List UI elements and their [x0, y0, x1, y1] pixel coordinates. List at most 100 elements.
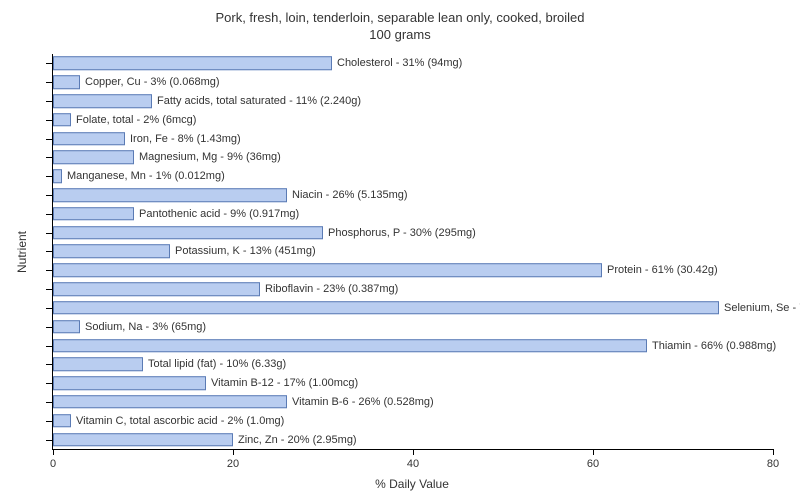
bar-row: Sodium, Na - 3% (65mg)	[53, 317, 773, 336]
nutrient-bar-label: Copper, Cu - 3% (0.068mg)	[85, 76, 220, 88]
nutrient-bar-label: Pantothenic acid - 9% (0.917mg)	[139, 208, 299, 220]
bar-row: Copper, Cu - 3% (0.068mg)	[53, 73, 773, 92]
nutrient-bar	[53, 151, 134, 165]
y-tick	[46, 120, 52, 121]
nutrient-bar-label: Phosphorus, P - 30% (295mg)	[328, 227, 476, 239]
y-tick	[46, 101, 52, 102]
nutrient-bar-label: Potassium, K - 13% (451mg)	[175, 245, 316, 257]
y-tick	[46, 214, 52, 215]
y-tick	[46, 364, 52, 365]
y-tick	[46, 195, 52, 196]
y-tick	[46, 63, 52, 64]
nutrient-bar-label: Iron, Fe - 8% (1.43mg)	[130, 133, 241, 145]
y-tick	[46, 233, 52, 234]
y-tick	[46, 327, 52, 328]
y-axis-label: Nutrient	[15, 230, 29, 272]
nutrient-bar	[53, 113, 71, 127]
nutrient-bar-label: Sodium, Na - 3% (65mg)	[85, 321, 206, 333]
bar-row: Cholesterol - 31% (94mg)	[53, 54, 773, 73]
y-tick	[46, 440, 52, 441]
bar-row: Pantothenic acid - 9% (0.917mg)	[53, 204, 773, 223]
nutrient-bar	[53, 414, 71, 428]
x-tick	[773, 449, 774, 455]
nutrient-bar	[53, 376, 206, 390]
nutrient-bar-label: Vitamin B-12 - 17% (1.00mcg)	[211, 377, 358, 389]
nutrient-bar	[53, 57, 332, 71]
x-tick	[413, 449, 414, 455]
bar-row: Vitamin B-6 - 26% (0.528mg)	[53, 393, 773, 412]
bar-row: Protein - 61% (30.42g)	[53, 261, 773, 280]
nutrient-bar	[53, 264, 602, 278]
y-tick	[46, 139, 52, 140]
nutrient-bar	[53, 358, 143, 372]
bar-row: Manganese, Mn - 1% (0.012mg)	[53, 167, 773, 186]
chart-title-line1: Pork, fresh, loin, tenderloin, separable…	[215, 10, 584, 25]
x-tick	[593, 449, 594, 455]
y-tick	[46, 157, 52, 158]
x-axis-label: % Daily Value	[375, 477, 449, 491]
nutrient-bar	[53, 169, 62, 183]
nutrient-bar-label: Folate, total - 2% (6mcg)	[76, 114, 196, 126]
nutrient-bar-label: Fatty acids, total saturated - 11% (2.24…	[157, 95, 361, 107]
x-tick-label: 0	[50, 458, 56, 470]
nutrient-chart: Pork, fresh, loin, tenderloin, separable…	[0, 0, 800, 500]
y-tick	[46, 383, 52, 384]
nutrient-bar-label: Riboflavin - 23% (0.387mg)	[265, 283, 398, 295]
x-tick-label: 60	[587, 458, 599, 470]
y-tick	[46, 402, 52, 403]
nutrient-bar	[53, 339, 647, 353]
bar-row: Potassium, K - 13% (451mg)	[53, 242, 773, 261]
nutrient-bar-label: Selenium, Se - 74% (51.6mcg)	[724, 302, 800, 314]
nutrient-bar	[53, 320, 80, 334]
nutrient-bar-label: Protein - 61% (30.42g)	[607, 264, 718, 276]
bar-row: Niacin - 26% (5.135mg)	[53, 186, 773, 205]
bar-row: Magnesium, Mg - 9% (36mg)	[53, 148, 773, 167]
x-tick	[233, 449, 234, 455]
y-tick	[46, 346, 52, 347]
y-tick	[46, 270, 52, 271]
nutrient-bar-label: Thiamin - 66% (0.988mg)	[652, 340, 776, 352]
chart-title-line2: 100 grams	[369, 27, 430, 42]
nutrient-bar-label: Niacin - 26% (5.135mg)	[292, 189, 408, 201]
nutrient-bar	[53, 433, 233, 447]
bar-row: Phosphorus, P - 30% (295mg)	[53, 223, 773, 242]
nutrient-bar-label: Cholesterol - 31% (94mg)	[337, 57, 462, 69]
nutrient-bar	[53, 188, 287, 202]
bar-row: Riboflavin - 23% (0.387mg)	[53, 280, 773, 299]
x-tick-label: 40	[407, 458, 419, 470]
nutrient-bar	[53, 301, 719, 315]
nutrient-bar	[53, 245, 170, 259]
y-tick	[46, 308, 52, 309]
x-tick	[53, 449, 54, 455]
chart-title: Pork, fresh, loin, tenderloin, separable…	[0, 10, 800, 44]
y-tick	[46, 421, 52, 422]
nutrient-bar	[53, 75, 80, 89]
x-tick-label: 20	[227, 458, 239, 470]
y-tick	[46, 289, 52, 290]
y-tick	[46, 82, 52, 83]
bar-row: Thiamin - 66% (0.988mg)	[53, 336, 773, 355]
nutrient-bar-label: Total lipid (fat) - 10% (6.33g)	[148, 358, 286, 370]
nutrient-bar	[53, 94, 152, 108]
nutrient-bar-label: Manganese, Mn - 1% (0.012mg)	[67, 170, 225, 182]
bar-row: Zinc, Zn - 20% (2.95mg)	[53, 430, 773, 449]
nutrient-bar-label: Vitamin C, total ascorbic acid - 2% (1.0…	[76, 415, 284, 427]
nutrient-bar	[53, 226, 323, 240]
bar-row: Vitamin B-12 - 17% (1.00mcg)	[53, 374, 773, 393]
nutrient-bar-label: Magnesium, Mg - 9% (36mg)	[139, 151, 281, 163]
bar-row: Iron, Fe - 8% (1.43mg)	[53, 129, 773, 148]
bar-row: Total lipid (fat) - 10% (6.33g)	[53, 355, 773, 374]
nutrient-bar-label: Zinc, Zn - 20% (2.95mg)	[238, 434, 357, 446]
nutrient-bar	[53, 282, 260, 296]
nutrient-bar	[53, 207, 134, 221]
bar-row: Fatty acids, total saturated - 11% (2.24…	[53, 92, 773, 111]
plot-area: Cholesterol - 31% (94mg) Copper, Cu - 3% …	[52, 54, 773, 450]
nutrient-bar	[53, 395, 287, 409]
bar-row: Vitamin C, total ascorbic acid - 2% (1.0…	[53, 411, 773, 430]
x-tick-label: 80	[767, 458, 779, 470]
y-tick	[46, 251, 52, 252]
bar-row: Selenium, Se - 74% (51.6mcg)	[53, 299, 773, 318]
nutrient-bar-label: Vitamin B-6 - 26% (0.528mg)	[292, 396, 434, 408]
y-tick	[46, 176, 52, 177]
bar-row: Folate, total - 2% (6mcg)	[53, 110, 773, 129]
